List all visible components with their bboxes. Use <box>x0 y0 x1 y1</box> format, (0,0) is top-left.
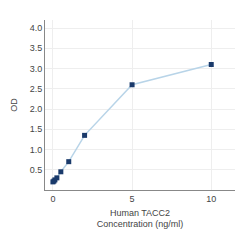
svg-text:OD: OD <box>9 98 19 112</box>
svg-text:4.0: 4.0 <box>30 23 43 33</box>
svg-text:3.5: 3.5 <box>30 43 43 53</box>
svg-text:Human TACC2Concentration (ng/m: Human TACC2Concentration (ng/ml) <box>97 208 184 230</box>
svg-text:2.5: 2.5 <box>30 84 43 94</box>
svg-text:5: 5 <box>130 194 135 204</box>
svg-text:1.0: 1.0 <box>30 145 43 155</box>
svg-text:2.0: 2.0 <box>30 104 43 114</box>
svg-text:10: 10 <box>206 194 216 204</box>
svg-text:0.5: 0.5 <box>30 165 43 175</box>
svg-text:3.0: 3.0 <box>30 64 43 74</box>
svg-text:1.5: 1.5 <box>30 124 43 134</box>
svg-text:0: 0 <box>50 194 55 204</box>
